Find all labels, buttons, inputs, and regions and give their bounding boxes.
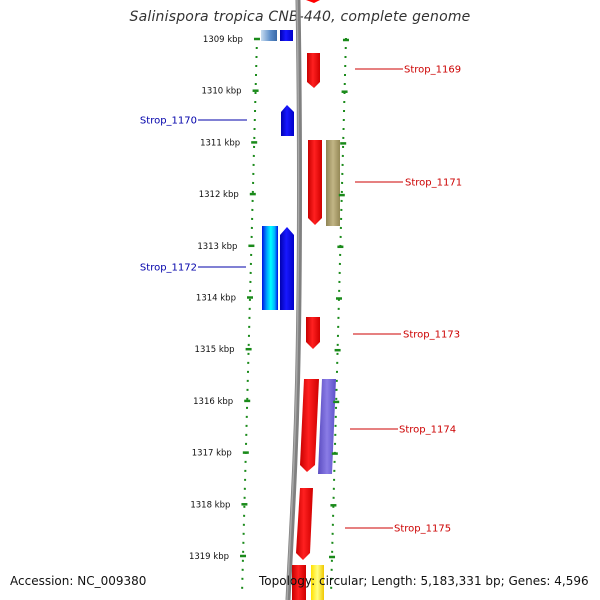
scale-ticks: 1309 kbp 1310 kbp 1311 kbp 1312 kbp 1313 kbp… <box>189 35 349 562</box>
gene-arrow-strop-1169 <box>307 53 320 88</box>
scale-tick-label: 1313 kbp <box>197 242 237 252</box>
gene-arrow-strop-1173 <box>306 317 320 349</box>
gene-label[interactable]: Strop_1173 <box>403 330 460 341</box>
gene-arrow-strop-1175 <box>296 488 313 560</box>
scale-tick-label: 1312 kbp <box>199 190 239 200</box>
scale-tick-label: 1309 kbp <box>203 35 243 45</box>
scale-tick-label: 1314 kbp <box>196 294 236 304</box>
scale-tick-label: 1311 kbp <box>200 138 240 148</box>
gene-block-strop-1172-a <box>262 226 278 310</box>
scale-tick-label: 1319 kbp <box>189 552 229 562</box>
gene-features <box>261 0 340 600</box>
gene-labels: Strop_1169 Strop_1170 Strop_1171 Strop_1172… <box>140 65 462 535</box>
genome-backbone <box>285 0 302 600</box>
feature-top-blue <box>280 30 293 41</box>
gene-arrow-strop-1170 <box>281 105 294 136</box>
gene-label[interactable]: Strop_1175 <box>394 524 451 535</box>
scale-tick-label: 1316 kbp <box>193 397 233 407</box>
genome-backbone-highlight <box>286 0 300 600</box>
gene-label[interactable]: Strop_1174 <box>399 425 456 436</box>
gene-arrow-strop-1172 <box>280 227 294 310</box>
gene-block-strop-1171-b <box>326 140 340 226</box>
topology-text: Topology: circular; Length: 5,183,331 bp… <box>259 574 589 588</box>
feature-top-pale <box>261 30 277 41</box>
gene-label[interactable]: Strop_1169 <box>404 65 461 76</box>
feature-top-red <box>306 0 320 3</box>
gene-label[interactable]: Strop_1172 <box>140 263 197 274</box>
tick-track-right <box>330 37 347 595</box>
scale-tick-label: 1315 kbp <box>195 345 235 355</box>
gene-label[interactable]: Strop_1170 <box>140 116 197 127</box>
gene-arrow-strop-1174 <box>300 379 319 472</box>
feature-bottom-red <box>292 565 306 600</box>
gene-block-strop-1174-b <box>318 379 336 474</box>
scale-tick-label: 1310 kbp <box>202 87 242 97</box>
tick-track-left <box>241 37 258 595</box>
gene-label[interactable]: Strop_1171 <box>405 178 462 189</box>
gene-arrow-strop-1171 <box>308 140 322 225</box>
feature-bottom-yellow <box>311 565 324 600</box>
scale-tick-label: 1317 kbp <box>192 449 232 459</box>
accession-text: Accession: NC_009380 <box>10 574 147 588</box>
scale-tick-label: 1318 kbp <box>190 500 230 510</box>
